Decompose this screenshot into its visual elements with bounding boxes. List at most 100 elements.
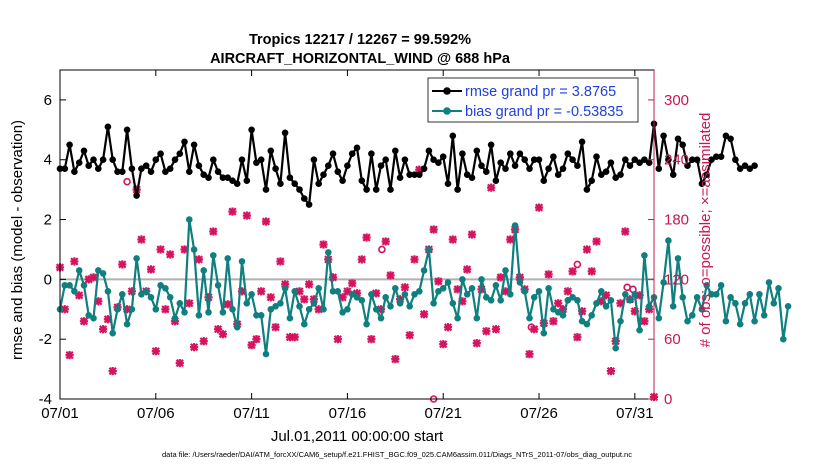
obs-assimilated-marker bbox=[257, 287, 266, 296]
bias-point bbox=[99, 270, 107, 277]
bias-point bbox=[123, 320, 131, 328]
rmse-point bbox=[641, 156, 648, 163]
rmse-point bbox=[99, 156, 107, 163]
obs-assimilated-marker bbox=[544, 270, 553, 279]
y-tick-label-left: 4 bbox=[44, 152, 52, 169]
rmse-point bbox=[420, 165, 428, 172]
bias-point bbox=[238, 258, 246, 265]
bias-point bbox=[272, 303, 279, 310]
y-tick-label-left: 0 bbox=[44, 271, 52, 288]
rmse-point bbox=[286, 174, 294, 181]
obs-possible-marker bbox=[573, 260, 582, 269]
rmse-point bbox=[61, 165, 69, 172]
obs-assimilated-marker bbox=[194, 255, 204, 264]
obs-assimilated-marker bbox=[434, 277, 443, 286]
bias-point bbox=[468, 285, 476, 292]
bias-point bbox=[66, 282, 73, 289]
obs-possible-marker bbox=[378, 245, 386, 254]
rmse-point bbox=[248, 126, 255, 134]
bias-point bbox=[142, 288, 150, 295]
rmse-point bbox=[502, 165, 509, 172]
bias-point bbox=[545, 285, 552, 292]
obs-assimilated-marker bbox=[367, 335, 376, 344]
rmse-point bbox=[741, 162, 749, 169]
rmse-point bbox=[257, 156, 265, 163]
rmse-point bbox=[746, 165, 754, 172]
bias-point bbox=[454, 314, 461, 322]
rmse-point bbox=[109, 156, 116, 163]
x-tick-label: 07/06 bbox=[137, 405, 175, 422]
rmse-point bbox=[377, 162, 385, 169]
bias-point bbox=[85, 312, 92, 319]
rmse-point bbox=[325, 162, 332, 169]
bias-point bbox=[80, 282, 88, 289]
rmse-point bbox=[449, 132, 457, 140]
bias-point bbox=[602, 303, 610, 310]
x-tick-label: 07/21 bbox=[424, 405, 462, 422]
bias-point bbox=[315, 285, 323, 292]
bias-point bbox=[478, 276, 485, 283]
rmse-point bbox=[521, 156, 528, 163]
bias-point bbox=[166, 294, 174, 301]
obs-assimilated-marker bbox=[333, 335, 342, 344]
obs-assimilated-marker bbox=[89, 273, 98, 282]
rmse-point bbox=[301, 195, 308, 202]
bias-point bbox=[617, 317, 624, 325]
obs-assimilated-marker bbox=[587, 267, 596, 276]
bias-point bbox=[713, 291, 720, 298]
bias-point bbox=[95, 267, 102, 274]
rmse-point bbox=[123, 126, 131, 134]
bias-point bbox=[492, 282, 500, 289]
rmse-point bbox=[463, 171, 471, 178]
rmse-point bbox=[310, 156, 318, 163]
rmse-point bbox=[133, 192, 140, 199]
y-tick-label-left: 6 bbox=[44, 92, 52, 109]
rmse-point bbox=[497, 159, 505, 166]
obs-assimilated-marker bbox=[487, 183, 496, 192]
bias-point bbox=[554, 309, 562, 316]
rmse-point bbox=[363, 186, 370, 193]
bias-point bbox=[535, 288, 543, 295]
rmse-point bbox=[473, 147, 481, 155]
rmse-point bbox=[430, 156, 437, 163]
rmse-point bbox=[530, 156, 538, 163]
x-tick-label: 07/26 bbox=[520, 405, 558, 422]
rmse-point bbox=[166, 165, 174, 172]
rmse-point bbox=[387, 186, 394, 193]
rmse-point bbox=[71, 168, 78, 175]
obs-assimilated-marker bbox=[467, 230, 477, 239]
bias-point bbox=[526, 314, 533, 322]
bias-point bbox=[569, 294, 576, 301]
rmse-point bbox=[138, 165, 145, 172]
bias-point bbox=[703, 282, 710, 289]
rmse-point bbox=[416, 171, 423, 178]
bias-point bbox=[267, 306, 275, 313]
obs-assimilated-marker bbox=[410, 255, 419, 264]
rmse-point bbox=[717, 153, 725, 160]
bias-point bbox=[502, 267, 509, 274]
bias-point bbox=[507, 291, 514, 298]
obs-assimilated-marker bbox=[568, 267, 577, 276]
rmse-point bbox=[190, 141, 198, 149]
rmse-point bbox=[162, 168, 169, 175]
chart-title-line1: Tropics 12217 / 12267 = 99.592% bbox=[249, 32, 471, 48]
bias-point bbox=[253, 312, 260, 319]
obs-assimilated-marker bbox=[156, 245, 165, 254]
rmse-point bbox=[104, 123, 112, 131]
rmse-point bbox=[727, 135, 734, 143]
obs-assimilated-marker bbox=[386, 271, 395, 280]
bias-point bbox=[674, 255, 682, 262]
obs-assimilated-marker bbox=[463, 265, 472, 274]
obs-assimilated-marker bbox=[166, 250, 175, 259]
obs-assimilated-marker bbox=[534, 203, 544, 212]
rmse-point bbox=[622, 156, 629, 163]
rmse-point bbox=[507, 150, 514, 157]
bias-point bbox=[368, 291, 375, 298]
bias-point bbox=[741, 300, 749, 307]
bias-point bbox=[305, 306, 313, 313]
rmse-point bbox=[468, 174, 476, 181]
bias-point bbox=[641, 252, 648, 259]
bias-point bbox=[727, 294, 734, 301]
rmse-point bbox=[358, 177, 366, 184]
obs-assimilated-marker bbox=[621, 227, 630, 236]
